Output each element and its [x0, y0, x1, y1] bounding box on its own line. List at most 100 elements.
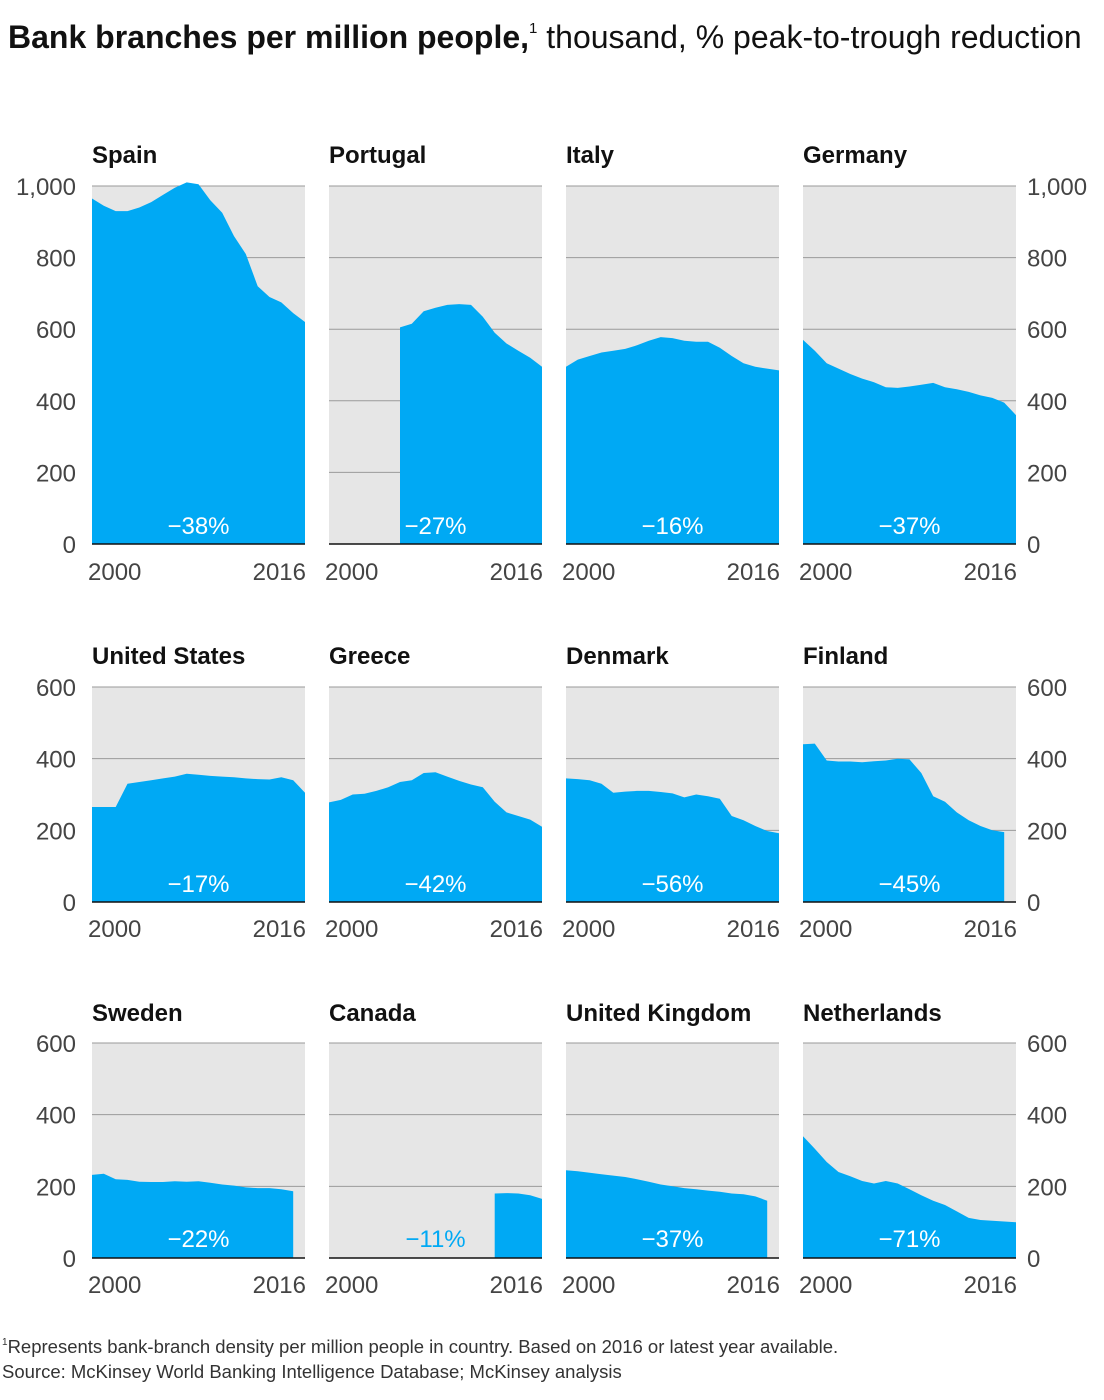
area-series-spain — [92, 182, 305, 544]
area-series-netherlands — [803, 1136, 1016, 1258]
chart-title-bold: Bank branches per million people, — [8, 19, 530, 55]
footnote-line: 1Represents bank-branch density per mill… — [2, 1330, 1092, 1359]
panel-title: Italy — [566, 142, 615, 169]
y-tick-label: 0 — [1027, 1246, 1040, 1273]
y-tick-label: 200 — [36, 1174, 76, 1201]
panel-title: United States — [92, 643, 245, 670]
x-tick-label: 2000 — [325, 916, 378, 943]
panel-title: United Kingdom — [566, 1000, 751, 1027]
peak-to-trough-label: −71% — [878, 1226, 940, 1253]
x-tick-label: 2016 — [727, 1272, 780, 1299]
area-series-united-states — [92, 773, 305, 902]
panel-title: Spain — [92, 142, 157, 169]
y-tick-label: 0 — [1027, 532, 1040, 559]
area-series-greece — [329, 772, 542, 902]
y-tick-label: 400 — [36, 1103, 76, 1130]
x-tick-label: 2000 — [799, 559, 852, 586]
area-series-sweden — [92, 1173, 294, 1258]
y-tick-label: 600 — [1027, 317, 1067, 344]
x-tick-label: 2016 — [727, 916, 780, 943]
panel-title: Sweden — [92, 1000, 183, 1027]
x-tick-label: 2016 — [964, 916, 1017, 943]
panel-title: Germany — [803, 142, 908, 169]
panel-greece: Greece −42% 2000 2016 — [325, 643, 543, 943]
y-tick-label: 600 — [36, 317, 76, 344]
peak-to-trough-label: −22% — [167, 1226, 229, 1253]
x-tick-label: 2016 — [253, 559, 306, 586]
y-tick-label: 600 — [1027, 675, 1067, 702]
footnote-marker: 1 — [2, 1337, 8, 1348]
peak-to-trough-label: −16% — [641, 513, 703, 540]
x-tick-label: 2000 — [562, 916, 615, 943]
y-tick-label: 400 — [1027, 1103, 1067, 1130]
y-tick-label: 600 — [36, 1031, 76, 1058]
x-tick-label: 2016 — [490, 559, 543, 586]
y-tick-label: 0 — [63, 1246, 76, 1273]
x-tick-label: 2016 — [964, 1272, 1017, 1299]
y-tick-label: 400 — [36, 389, 76, 416]
x-tick-label: 2000 — [562, 1272, 615, 1299]
peak-to-trough-label: −37% — [641, 1226, 703, 1253]
area-series-italy — [566, 337, 779, 544]
y-tick-label: 600 — [1027, 1031, 1067, 1058]
y-tick-label: 1,000 — [16, 174, 76, 201]
x-tick-label: 2016 — [253, 916, 306, 943]
chart-title: Bank branches per million people,1 thous… — [8, 8, 1088, 58]
x-tick-label: 2000 — [562, 559, 615, 586]
y-tick-label: 400 — [1027, 389, 1067, 416]
y-tick-label: 800 — [1027, 246, 1067, 273]
panel-finland: Finland −45% 2000 2016 0 200 400 600 — [799, 643, 1067, 943]
peak-to-trough-label: −17% — [167, 871, 229, 898]
area-series-denmark — [566, 778, 779, 902]
panel-title: Portugal — [329, 142, 426, 169]
peak-to-trough-label: −45% — [878, 871, 940, 898]
x-tick-label: 2000 — [88, 916, 141, 943]
x-tick-label: 2016 — [490, 916, 543, 943]
peak-to-trough-label: −42% — [404, 871, 466, 898]
panel-title: Greece — [329, 643, 410, 670]
y-tick-label: 400 — [1027, 747, 1067, 774]
chart-title-subtitle: thousand, % peak-to-trough reduction — [537, 19, 1082, 55]
panel-united-kingdom: United Kingdom −37% 2000 2016 — [562, 1000, 780, 1299]
y-tick-label: 200 — [1027, 460, 1067, 487]
panel-portugal: Portugal −27% 2000 2016 — [325, 142, 543, 586]
y-tick-label: 400 — [36, 747, 76, 774]
x-tick-label: 2000 — [325, 1272, 378, 1299]
y-tick-label: 0 — [1027, 890, 1040, 917]
footnote-text: Represents bank-branch density per milli… — [7, 1336, 839, 1357]
small-multiples-chart: Spain−38%2000 201602004006008001,000Portu… — [16, 142, 1087, 1299]
area-series-finland — [803, 743, 1005, 902]
peak-to-trough-label: −56% — [641, 871, 703, 898]
panel-title: Finland — [803, 643, 888, 670]
panel-netherlands: Netherlands −71% 2000 2016 0 200 400 600 — [799, 1000, 1067, 1299]
y-tick-label: 200 — [1027, 1174, 1067, 1201]
panel-title: Canada — [329, 1000, 416, 1027]
x-tick-label: 2000 — [799, 916, 852, 943]
y-tick-label: 800 — [36, 246, 76, 273]
y-tick-label: 600 — [36, 675, 76, 702]
panel-title: Denmark — [566, 643, 669, 670]
peak-to-trough-label: −38% — [167, 513, 229, 540]
y-tick-label: 200 — [36, 460, 76, 487]
source-line: Source: McKinsey World Banking Intellige… — [2, 1361, 622, 1382]
x-tick-label: 2016 — [253, 1272, 306, 1299]
x-tick-label: 2016 — [727, 559, 780, 586]
panel-italy: Italy −16% 2000 2016 — [562, 142, 780, 586]
peak-to-trough-label: −11% — [405, 1226, 465, 1253]
panel-canada: Canada −11% 2000 2016 — [325, 1000, 543, 1299]
area-series-germany — [803, 339, 1016, 544]
x-tick-label: 2016 — [964, 559, 1017, 586]
y-tick-label: 0 — [63, 890, 76, 917]
panel-germany: Germany −37% 2000 2016 0 200 400 600 800 1,000 — [799, 142, 1087, 586]
x-tick-label: 2000 — [88, 559, 141, 586]
panel-united-states: United States −17% 2000 2016 0 200 400 600 — [36, 643, 306, 943]
peak-to-trough-label: −27% — [404, 513, 466, 540]
area-series-united-kingdom — [566, 1170, 768, 1258]
chart-title-footnote-marker: 1 — [529, 20, 538, 37]
y-tick-label: 200 — [1027, 818, 1067, 845]
panel-spain: Spain −38% 2000 2016 0 200 400 600 800 1,000 — [16, 142, 306, 586]
y-tick-label: 0 — [63, 532, 76, 559]
x-tick-label: 2000 — [799, 1272, 852, 1299]
y-tick-label: 1,000 — [1027, 174, 1087, 201]
x-tick-label: 2000 — [88, 1272, 141, 1299]
